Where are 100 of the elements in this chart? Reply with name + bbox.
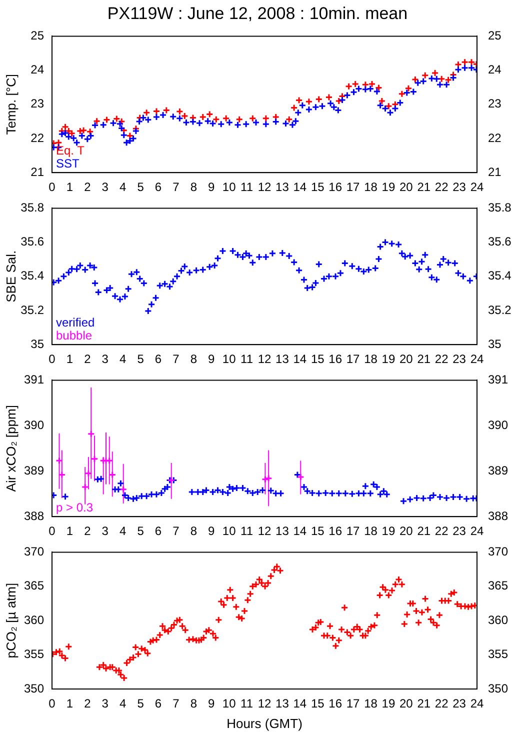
- x-tick-label: 2: [84, 696, 92, 711]
- x-tick-label: 20: [399, 180, 414, 194]
- y2-tick-label: 370: [488, 544, 508, 559]
- y-axis-title: pCO₂ [µ atm]: [3, 582, 18, 658]
- x-tick-label: 19: [382, 696, 396, 711]
- x-axis-title: Hours (GMT): [226, 716, 302, 731]
- x-tick-label: 3: [102, 180, 109, 194]
- y-tick-label: 360: [24, 612, 44, 627]
- x-tick-label: 5: [137, 180, 144, 194]
- x-tick-label: 23: [452, 524, 466, 538]
- x-tick-label: 1: [66, 696, 74, 711]
- x-tick-label: 22: [434, 180, 449, 194]
- x-tick-label: 13: [276, 352, 290, 366]
- x-tick-label: 8: [190, 524, 198, 538]
- x-tick-label: 19: [382, 524, 396, 538]
- x-tick-label: 24: [470, 524, 484, 538]
- y2-tick-label: 22: [488, 130, 502, 145]
- x-tick-label: 0: [48, 180, 56, 194]
- series-label: Eq. T: [56, 144, 86, 158]
- x-tick-label: 7: [172, 180, 180, 194]
- x-tick-label: 18: [364, 180, 378, 194]
- x-tick-label: 21: [417, 524, 431, 538]
- x-tick-label: 20: [399, 352, 414, 366]
- x-tick-label: 4: [119, 352, 126, 366]
- x-tick-label: 9: [208, 524, 216, 538]
- y-tick-label: 35.8: [20, 200, 44, 215]
- y2-tick-label: 360: [488, 612, 508, 627]
- x-tick-label: 7: [172, 524, 180, 538]
- y2-tick-label: 365: [488, 578, 508, 593]
- x-tick-label: 12: [258, 180, 272, 194]
- x-tick-label: 4: [119, 180, 126, 194]
- y-axis-title: Temp. [°C]: [3, 74, 18, 135]
- x-tick-label: 21: [417, 352, 431, 366]
- y-axis-title: SBE Sal.: [3, 250, 18, 302]
- x-tick-label: 24: [470, 696, 484, 711]
- y2-tick-label: 350: [488, 681, 508, 696]
- x-tick-label: 7: [172, 696, 180, 711]
- x-tick-label: 23: [452, 180, 466, 194]
- x-tick-label: 7: [172, 352, 180, 366]
- x-tick-label: 5: [137, 696, 144, 711]
- x-tick-label: 23: [452, 352, 466, 366]
- x-tick-label: 11: [240, 696, 254, 711]
- x-tick-label: 9: [208, 696, 216, 711]
- x-tick-label: 20: [399, 696, 414, 711]
- x-tick-label: 11: [240, 524, 254, 538]
- x-tick-label: 0: [48, 524, 56, 538]
- x-tick-label: 16: [328, 180, 342, 194]
- x-tick-label: 3: [102, 524, 109, 538]
- y-tick-label: 355: [24, 647, 44, 662]
- legend-label: bubble: [56, 328, 92, 343]
- y-tick-label: 390: [24, 418, 44, 432]
- x-tick-label: 11: [240, 352, 254, 366]
- x-tick-label: 2: [84, 524, 92, 538]
- y-axis-title: Air xCO₂ [ppm]: [3, 405, 18, 492]
- x-tick-label: 17: [346, 524, 360, 538]
- x-tick-label: 14: [293, 696, 307, 711]
- x-tick-label: 2: [84, 352, 92, 366]
- y-tick-label: 391: [24, 372, 44, 387]
- y-tick-label: 389: [24, 463, 44, 478]
- y-tick-label: 35.2: [20, 302, 44, 317]
- x-tick-label: 3: [102, 696, 109, 711]
- series-label: verified: [56, 316, 95, 330]
- y2-tick-label: 35.4: [488, 268, 512, 283]
- y-tick-label: 21: [30, 164, 44, 179]
- y-tick-label: 370: [24, 544, 44, 559]
- x-tick-label: 11: [240, 180, 254, 194]
- x-tick-label: 15: [310, 524, 325, 538]
- x-tick-label: 5: [137, 524, 144, 538]
- y2-tick-label: 389: [488, 463, 508, 478]
- x-tick-label: 6: [154, 696, 162, 711]
- y2-tick-label: 21: [488, 164, 502, 179]
- y-tick-label: 24: [30, 62, 44, 77]
- x-tick-label: 12: [258, 352, 272, 366]
- x-tick-label: 1: [66, 524, 74, 538]
- x-tick-label: 1: [66, 180, 74, 194]
- x-tick-label: 8: [190, 352, 198, 366]
- x-tick-label: 17: [346, 696, 360, 711]
- x-tick-label: 17: [346, 352, 360, 366]
- x-tick-label: 1: [66, 352, 74, 366]
- x-tick-label: 4: [119, 696, 126, 711]
- x-tick-label: 20: [399, 524, 414, 538]
- x-tick-label: 0: [48, 352, 56, 366]
- y-tick-label: 25: [30, 28, 44, 43]
- x-tick-label: 21: [417, 180, 431, 194]
- y-tick-label: 35.6: [20, 234, 44, 249]
- y-tick-label: 35.4: [20, 268, 44, 283]
- x-tick-label: 18: [364, 352, 378, 366]
- x-tick-label: 9: [208, 180, 216, 194]
- x-tick-label: 24: [470, 352, 484, 366]
- x-tick-label: 16: [328, 696, 342, 711]
- x-tick-label: 14: [293, 180, 307, 194]
- y2-tick-label: 35.8: [488, 200, 512, 215]
- x-tick-label: 15: [310, 696, 325, 711]
- x-tick-label: 15: [310, 180, 325, 194]
- y2-tick-label: 391: [488, 372, 508, 387]
- x-tick-label: 18: [364, 524, 378, 538]
- x-tick-label: 3: [102, 352, 109, 366]
- x-tick-label: 10: [222, 352, 236, 366]
- x-tick-label: 19: [382, 352, 396, 366]
- x-tick-label: 6: [154, 180, 162, 194]
